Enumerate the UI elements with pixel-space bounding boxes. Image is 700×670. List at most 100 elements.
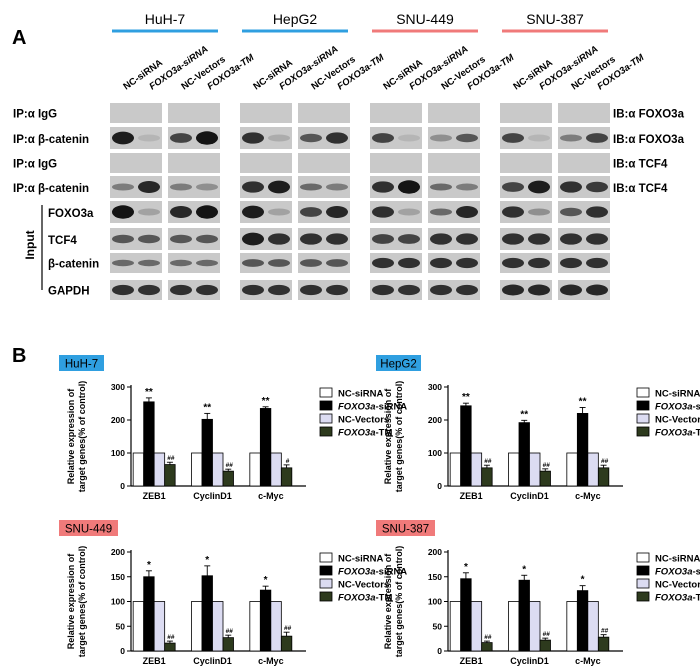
blot-strip [110, 253, 162, 273]
y-tick-label: 200 [111, 415, 125, 425]
bar [270, 601, 282, 652]
legend-swatch [636, 552, 650, 563]
bar [508, 452, 520, 487]
cell-line-title: HuH-7 [145, 11, 186, 27]
blot-band [112, 284, 134, 296]
blot-band [398, 180, 420, 194]
significance-mark: ## [167, 455, 175, 462]
significance-mark: ## [226, 628, 234, 635]
blot-strip [500, 153, 552, 173]
blot-band [560, 284, 582, 296]
blot-band [560, 233, 582, 245]
row-label-right: IB:α TCF4 [613, 158, 668, 170]
y-tick-label: 0 [437, 481, 442, 491]
blot-band [372, 181, 394, 193]
bar [597, 636, 610, 652]
blot-band [196, 205, 218, 219]
blot-band [456, 257, 478, 269]
y-tick-label: 300 [428, 382, 442, 392]
y-tick-label: 50 [116, 621, 126, 631]
legend-swatch [319, 591, 333, 602]
significance-mark: * [147, 560, 151, 571]
blot-band [456, 206, 478, 218]
bar [143, 576, 155, 652]
blot-band [372, 257, 394, 269]
chart-title: HepG2 [380, 359, 416, 371]
y-axis-label: target genes(% of control) [77, 546, 87, 658]
blot-band [326, 132, 348, 144]
blot-band [560, 134, 582, 142]
blot-band [170, 234, 192, 244]
bar [153, 601, 166, 652]
blot-band [586, 257, 608, 269]
blot-strip [428, 176, 480, 198]
blot-band [372, 234, 394, 244]
blot-strip [500, 103, 552, 123]
blot-band [372, 133, 394, 143]
blot-band [502, 233, 524, 245]
bar [249, 601, 261, 652]
category-label: ZEB1 [143, 491, 166, 501]
legend-label: FOXO3a-TM [655, 428, 700, 439]
legend-swatch [319, 565, 333, 576]
legend-swatch [319, 426, 333, 437]
bar [576, 412, 589, 487]
blot-band [138, 284, 160, 296]
blot-band [300, 207, 322, 217]
significance-mark: ** [579, 396, 587, 407]
blot-band [196, 259, 218, 267]
blot-strip [110, 228, 162, 250]
blot-band [528, 134, 550, 142]
blot-strip [370, 153, 422, 173]
row-label-right: IB:α FOXO3a [613, 134, 685, 146]
blot-band [430, 134, 452, 142]
legend-label: FOXO3a-siRNA [338, 402, 407, 413]
legend-swatch [319, 552, 333, 563]
legend-swatch [636, 400, 650, 411]
blot-band [372, 206, 394, 218]
legend-label: FOXO3a-TM [655, 593, 700, 604]
row-label-left: IP:α IgG [13, 158, 57, 170]
blot-band [430, 284, 452, 296]
bar [539, 639, 551, 652]
y-axis-label: Relative expression of [383, 388, 393, 485]
y-tick-label: 300 [111, 382, 125, 392]
bar [270, 452, 282, 487]
legend-swatch [636, 591, 650, 602]
blot-band [196, 234, 218, 244]
legend-swatch [636, 565, 650, 576]
significance-mark: ## [167, 634, 175, 641]
legend-label: FOXO3a-siRNA [655, 402, 700, 413]
category-label: c-Myc [258, 491, 284, 501]
bar [481, 642, 493, 652]
blot-strip [240, 253, 292, 273]
cell-line-title: SNU-387 [526, 11, 584, 27]
y-tick-label: 150 [111, 572, 125, 582]
blot-band [170, 259, 192, 267]
y-tick-label: 200 [111, 547, 125, 557]
blot-band [456, 133, 478, 143]
blot-band [268, 208, 290, 216]
category-label: c-Myc [575, 491, 601, 501]
blot-band [502, 182, 524, 192]
blot-band [170, 133, 192, 143]
significance-mark: ## [484, 458, 492, 465]
y-tick-label: 50 [433, 621, 443, 631]
blot-band [326, 183, 348, 191]
blot-band [300, 183, 322, 191]
legend-label: NC-siRNA [655, 554, 700, 565]
blot-band [560, 181, 582, 193]
bar [587, 601, 599, 652]
bar [449, 601, 462, 652]
bar [518, 422, 530, 487]
legend-swatch [319, 400, 333, 411]
bar [470, 452, 483, 487]
bar [539, 470, 551, 487]
significance-mark: * [264, 575, 268, 586]
blot-strip [298, 153, 350, 173]
legend-label: FOXO3a-siRNA [655, 567, 700, 578]
category-label: ZEB1 [460, 491, 483, 501]
blot-strip [428, 153, 480, 173]
blot-strip [370, 228, 422, 250]
